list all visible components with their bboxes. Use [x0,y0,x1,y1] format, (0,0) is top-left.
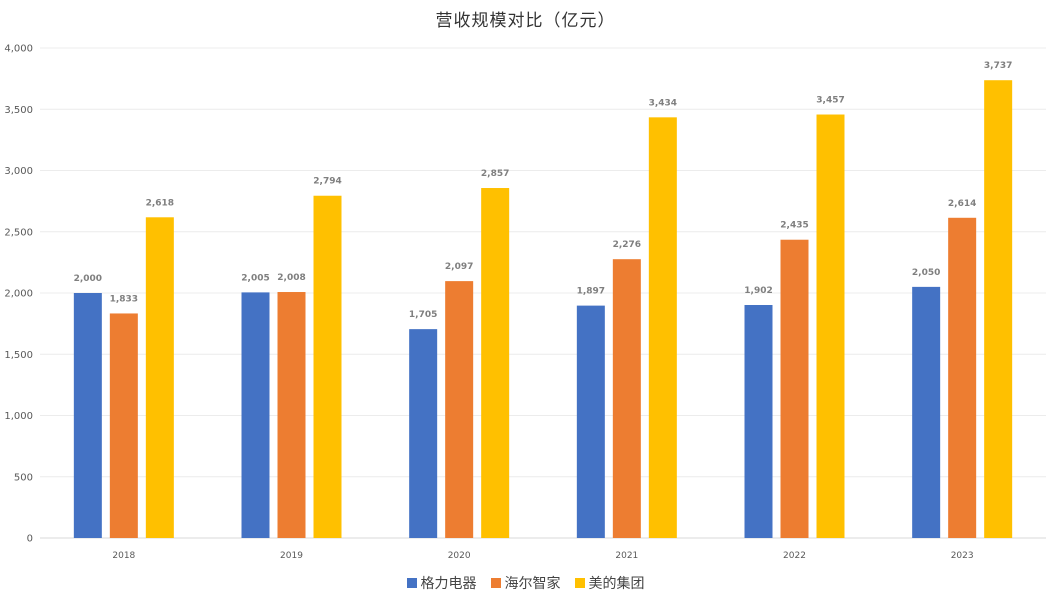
x-tick-label: 2023 [951,551,974,561]
legend-label: 格力电器 [420,576,477,592]
bar [780,239,809,538]
bar [648,117,677,539]
legend-swatch [490,578,501,588]
y-tick-label: 1,500 [4,350,33,361]
data-label: 3,434 [649,98,677,108]
y-axis-ticks: 0 500 1,000 1,500 2,000 2,500 3,000 3,500 4,000 [4,44,33,545]
data-label: 2,794 [313,177,341,187]
data-label: 3,737 [984,61,1012,71]
bar [109,313,138,538]
bar [73,293,102,538]
y-tick-label: 3,500 [4,105,33,116]
bar [241,292,270,538]
bar [912,286,941,538]
data-label: 1,833 [110,294,138,304]
y-tick-label: 1,000 [4,411,33,422]
data-labels: 2,000 1,833 2,618 2,005 2,008 2,794 1,705 2,097… [74,61,1013,320]
data-label: 1,897 [577,287,605,297]
bar [409,329,438,538]
x-tick-label: 2020 [448,551,471,561]
bar [948,217,977,538]
data-label: 2,000 [74,274,102,284]
gridlines [40,47,1046,539]
data-label: 2,097 [445,262,473,272]
legend-item: 美的集团 [574,573,645,593]
data-label: 2,050 [912,268,940,278]
data-label: 1,705 [409,310,437,320]
bar [612,259,641,538]
bar [816,114,845,538]
legend-item: 格力电器 [406,573,477,593]
legend-label: 美的集团 [588,576,645,592]
bars [73,80,1013,539]
data-label: 1,902 [744,286,772,296]
data-label: 3,457 [816,96,844,106]
x-axis-ticks: 2018 2019 2020 2021 2022 2023 [112,551,973,561]
legend: 格力电器 海尔智家 美的集团 [0,573,1051,593]
chart-title: 营收规模对比（亿元） [435,11,616,31]
y-tick-label: 2,500 [4,227,33,238]
y-tick-label: 4,000 [4,44,33,55]
bar [984,80,1013,538]
bar [277,292,306,538]
data-label: 2,005 [241,273,269,283]
data-label: 2,276 [613,240,641,250]
data-label: 2,435 [780,221,808,231]
x-tick-label: 2021 [615,551,638,561]
bar [576,305,605,538]
legend-swatch [574,578,585,588]
y-tick-label: 3,000 [4,166,33,177]
bar [744,305,773,538]
bar [145,217,174,539]
x-tick-label: 2019 [280,551,303,561]
legend-label: 海尔智家 [504,576,561,592]
bar [445,281,474,538]
legend-swatch [406,578,417,588]
y-tick-label: 0 [27,534,33,545]
y-tick-label: 2,000 [4,289,33,300]
data-label: 2,008 [277,273,305,283]
bar [313,195,342,539]
data-label: 2,857 [481,169,509,179]
data-label: 2,614 [948,199,976,209]
data-label: 2,618 [146,198,174,208]
legend-item: 海尔智家 [490,573,561,593]
x-tick-label: 2022 [783,551,806,561]
x-tick-label: 2018 [112,551,135,561]
y-tick-label: 500 [14,472,33,483]
bar [481,188,510,538]
